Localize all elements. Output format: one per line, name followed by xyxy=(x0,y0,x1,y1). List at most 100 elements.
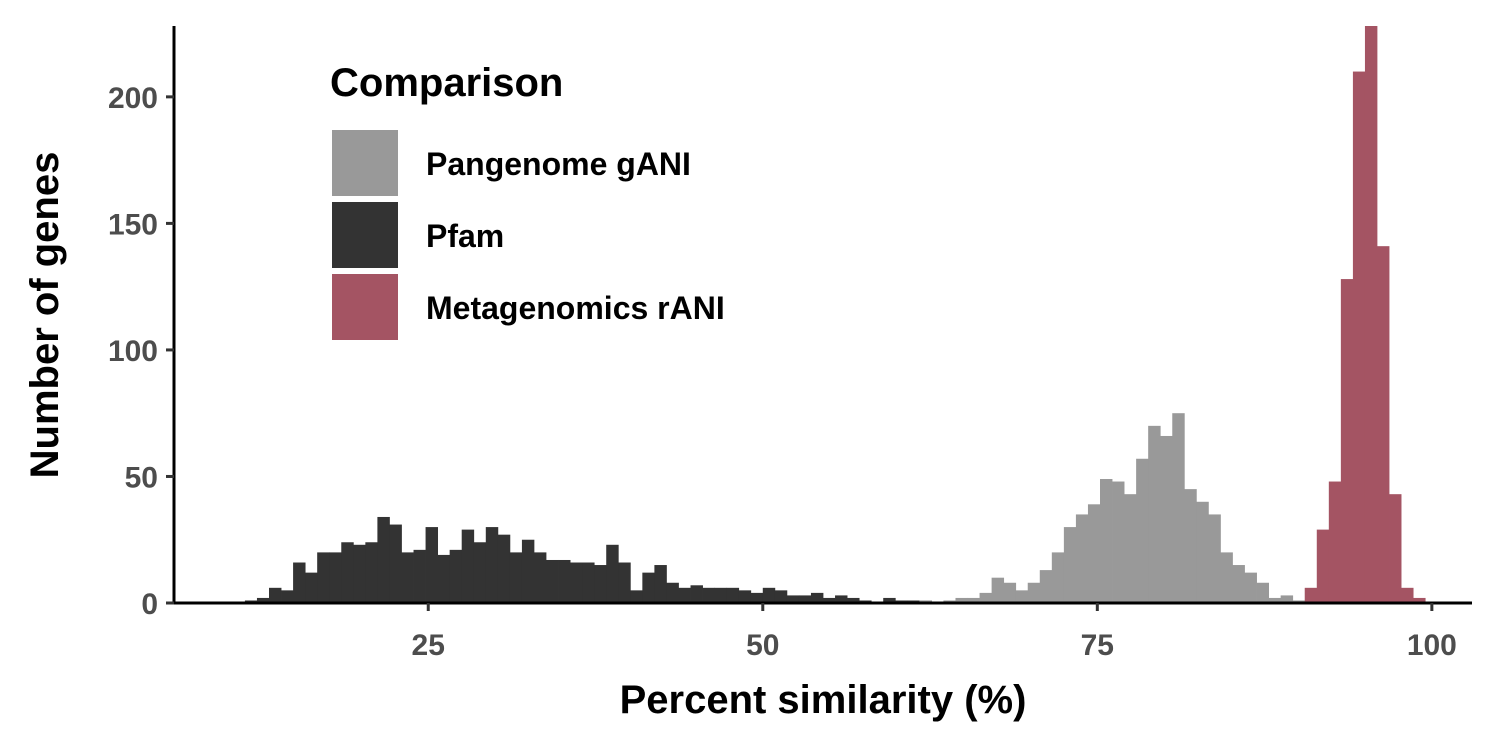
bar-pfam-48 xyxy=(823,597,836,603)
bar-pfam-31 xyxy=(618,562,631,603)
bar-metagenomics-rani-1 xyxy=(1316,529,1330,603)
legend-title: Comparison xyxy=(330,61,563,105)
x-tick-label-100: 100 xyxy=(1407,629,1457,662)
bar-pfam-16 xyxy=(437,554,451,603)
bar-pangenome-gani-19 xyxy=(1148,425,1161,603)
bar-pangenome-gani-14 xyxy=(1087,504,1101,603)
bar-pfam-24 xyxy=(533,552,547,603)
bar-pangenome-gani-15 xyxy=(1100,479,1113,603)
x-tick-label-25: 25 xyxy=(412,629,445,662)
bar-pfam-35 xyxy=(666,582,679,603)
bar-pangenome-gani-23 xyxy=(1196,501,1209,603)
bar-pfam-5 xyxy=(305,572,318,603)
bar-metagenomics-rani-4 xyxy=(1352,71,1366,604)
bar-pangenome-gani-13 xyxy=(1075,514,1089,603)
bar-metagenomics-rani-5 xyxy=(1364,26,1378,603)
bar-pfam-18 xyxy=(461,529,475,603)
bar-pfam-36 xyxy=(678,587,691,603)
bar-pfam-6 xyxy=(317,552,330,603)
bar-pfam-44 xyxy=(774,590,788,603)
bar-pfam-45 xyxy=(786,595,800,603)
bar-pangenome-gani-20 xyxy=(1160,435,1173,603)
y-tick-label-0: 0 xyxy=(141,588,158,621)
x-tick-label-50: 50 xyxy=(746,629,779,662)
bar-pfam-12 xyxy=(389,524,402,603)
bar-pfam-41 xyxy=(738,590,752,603)
bar-pfam-15 xyxy=(425,527,439,603)
bar-pfam-4 xyxy=(293,562,306,603)
legend-label-pfam: Pfam xyxy=(426,218,504,254)
y-tick-label-150: 150 xyxy=(108,208,158,241)
bar-metagenomics-rani-6 xyxy=(1376,246,1390,604)
bar-pangenome-gani-6 xyxy=(991,577,1005,603)
bar-pangenome-gani-17 xyxy=(1124,494,1137,603)
bar-pfam-46 xyxy=(798,595,812,603)
bar-metagenomics-rani-9 xyxy=(1413,597,1426,603)
bar-pangenome-gani-28 xyxy=(1256,582,1269,603)
y-tick-label-50: 50 xyxy=(125,461,158,494)
bar-pangenome-gani-12 xyxy=(1063,527,1077,603)
legend: Comparison Pangenome gANI Pfam Metagenomic… xyxy=(330,61,725,340)
bar-pangenome-gani-5 xyxy=(979,592,992,603)
bar-pfam-20 xyxy=(485,527,499,603)
bar-pangenome-gani-18 xyxy=(1136,458,1149,603)
bar-metagenomics-rani-3 xyxy=(1340,279,1354,603)
bar-pfam-32 xyxy=(630,590,643,603)
legend-key-pfam xyxy=(332,202,398,268)
bar-pangenome-gani-24 xyxy=(1208,514,1221,603)
x-tick-label-75: 75 xyxy=(1081,629,1114,662)
x-axis-title: Percent similarity (%) xyxy=(620,678,1027,722)
bar-pangenome-gani-7 xyxy=(1003,582,1017,603)
bar-pangenome-gani-29 xyxy=(1268,597,1282,603)
bar-pfam-9 xyxy=(353,544,366,603)
bar-pfam-29 xyxy=(594,565,607,603)
bar-pfam-8 xyxy=(341,542,354,603)
bar-pfam-40 xyxy=(726,587,740,603)
bars-layer xyxy=(244,26,1426,604)
bar-pfam-13 xyxy=(401,552,414,603)
bar-pfam-30 xyxy=(606,544,619,603)
bar-metagenomics-rani-8 xyxy=(1401,587,1414,603)
bar-pangenome-gani-3 xyxy=(955,597,968,603)
legend-label-metagenomics-rani: Metagenomics rANI xyxy=(426,290,725,326)
bar-pfam-39 xyxy=(714,587,728,603)
bar-pfam-47 xyxy=(810,592,824,603)
bar-pfam-28 xyxy=(582,562,595,603)
legend-entries: Pangenome gANI Pfam Metagenomics rANI xyxy=(332,130,725,340)
bar-pfam-2 xyxy=(269,587,282,603)
bar-pfam-49 xyxy=(835,595,848,603)
legend-label-pangenome-gani: Pangenome gANI xyxy=(426,146,691,182)
bar-pangenome-gani-27 xyxy=(1244,572,1257,603)
y-axis-ticks: 0 50 100 150 200 xyxy=(108,82,174,621)
x-axis-ticks: 25 50 75 100 xyxy=(412,603,1457,662)
bar-pfam-17 xyxy=(449,549,463,603)
bar-pangenome-gani-8 xyxy=(1015,590,1029,603)
bar-pfam-1 xyxy=(256,597,270,603)
bar-pfam-37 xyxy=(690,585,703,603)
bar-pfam-33 xyxy=(642,572,655,603)
bar-pfam-42 xyxy=(750,592,764,603)
bar-pfam-11 xyxy=(377,516,390,603)
bar-pfam-10 xyxy=(365,542,378,603)
bar-pangenome-gani-9 xyxy=(1027,582,1041,603)
bar-pangenome-gani-25 xyxy=(1220,552,1233,603)
bar-pfam-19 xyxy=(473,542,487,603)
bar-pfam-3 xyxy=(281,590,294,603)
bar-pfam-25 xyxy=(546,559,559,603)
bar-pangenome-gani-30 xyxy=(1280,595,1294,603)
bar-pfam-43 xyxy=(762,587,776,603)
bar-pfam-21 xyxy=(497,534,511,603)
bar-pfam-38 xyxy=(702,587,716,603)
bar-pangenome-gani-21 xyxy=(1172,413,1185,603)
bar-metagenomics-rani-2 xyxy=(1328,481,1342,603)
bar-metagenomics-rani-7 xyxy=(1389,494,1402,603)
legend-key-pangenome-gani xyxy=(332,130,398,196)
bar-pfam-27 xyxy=(570,562,583,603)
y-tick-label-100: 100 xyxy=(108,335,158,368)
bar-pangenome-gani-11 xyxy=(1051,552,1065,603)
bar-pangenome-gani-16 xyxy=(1112,481,1125,603)
bar-pfam-7 xyxy=(329,552,342,603)
bar-pfam-50 xyxy=(847,597,860,603)
bar-metagenomics-rani-0 xyxy=(1304,587,1318,603)
